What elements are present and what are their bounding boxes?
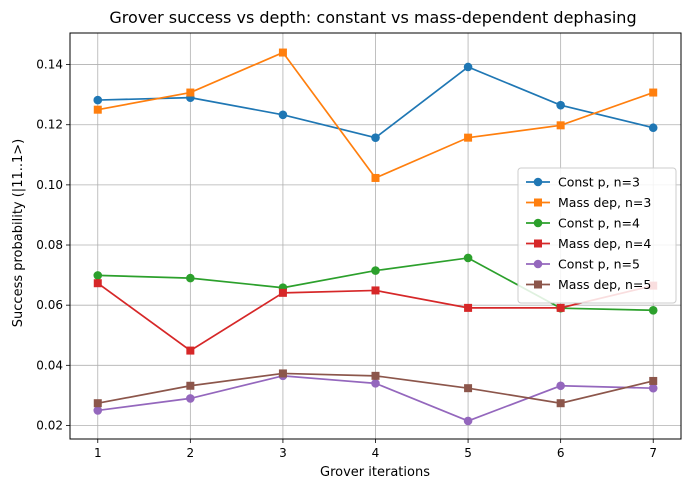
legend-marker: [533, 218, 543, 228]
legend-marker: [533, 177, 543, 187]
data-point: [371, 286, 380, 295]
data-point: [464, 303, 473, 312]
data-point: [371, 379, 380, 388]
legend-marker: [533, 259, 543, 269]
x-axis-ticks: 1 2 3 4 5 6 7: [94, 439, 657, 460]
x-tick-label: 4: [372, 446, 380, 460]
x-tick-label: 5: [464, 446, 472, 460]
data-point: [186, 88, 195, 97]
data-point: [278, 288, 287, 297]
x-tick-label: 1: [94, 446, 102, 460]
legend: Const p, n=3 Mass dep, n=3 Const p, n=4 Mas…: [517, 167, 677, 304]
y-tick-label: 0.06: [36, 298, 63, 312]
y-axis-ticks: 0.02 0.04 0.06 0.08 0.10 0.12 0.14: [36, 58, 70, 432]
data-point: [556, 100, 565, 110]
data-point: [463, 62, 473, 72]
data-point: [463, 253, 473, 263]
data-point: [278, 48, 287, 57]
data-point: [278, 110, 288, 120]
x-tick-label: 2: [187, 446, 195, 460]
data-point: [556, 381, 565, 391]
legend-marker: [534, 280, 542, 289]
data-point: [464, 384, 473, 393]
data-point: [93, 279, 102, 288]
data-point: [93, 406, 103, 415]
legend-label: Const p, n=5: [558, 257, 640, 272]
data-point: [556, 399, 565, 408]
data-point: [186, 394, 195, 403]
data-point: [648, 305, 658, 315]
x-tick-label: 7: [649, 446, 657, 460]
data-point: [464, 133, 473, 142]
data-point: [93, 399, 102, 408]
legend-label: Const p, n=4: [558, 216, 640, 231]
data-point: [278, 369, 287, 378]
chart-title: Grover success vs depth: constant vs mas…: [109, 8, 636, 27]
data-point: [371, 266, 380, 275]
data-point: [371, 371, 380, 380]
y-tick-label: 0.02: [36, 418, 63, 432]
data-point: [648, 383, 658, 393]
data-point: [93, 105, 102, 114]
x-tick-label: 3: [279, 446, 287, 460]
y-tick-label: 0.14: [36, 58, 63, 72]
data-point: [186, 346, 195, 355]
data-point: [371, 173, 380, 182]
data-point: [93, 271, 103, 280]
y-tick-label: 0.04: [36, 358, 63, 372]
data-point: [649, 88, 658, 97]
data-point: [186, 273, 195, 283]
y-tick-label: 0.10: [36, 178, 63, 192]
legend-marker: [534, 198, 542, 207]
data-point: [463, 416, 473, 426]
data-point: [648, 123, 658, 133]
legend-marker: [534, 239, 542, 248]
data-point: [649, 376, 658, 385]
data-point: [556, 121, 565, 130]
x-tick-label: 6: [557, 446, 565, 460]
data-point: [93, 95, 103, 105]
data-point: [371, 133, 380, 142]
legend-label: Const p, n=3: [558, 175, 640, 190]
legend-box: [517, 167, 677, 304]
legend-label: Mass dep, n=4: [558, 236, 651, 251]
x-axis-label: Grover iterations: [320, 465, 430, 480]
data-point: [556, 303, 565, 312]
y-tick-label: 0.08: [36, 238, 63, 252]
data-point: [186, 381, 195, 390]
legend-label: Mass dep, n=3: [558, 195, 651, 210]
legend-label: Mass dep, n=5: [558, 277, 651, 292]
series-markers: [93, 48, 658, 426]
y-axis-label: Success probability (|11..1>): [11, 139, 26, 327]
y-tick-label: 0.12: [36, 118, 63, 132]
